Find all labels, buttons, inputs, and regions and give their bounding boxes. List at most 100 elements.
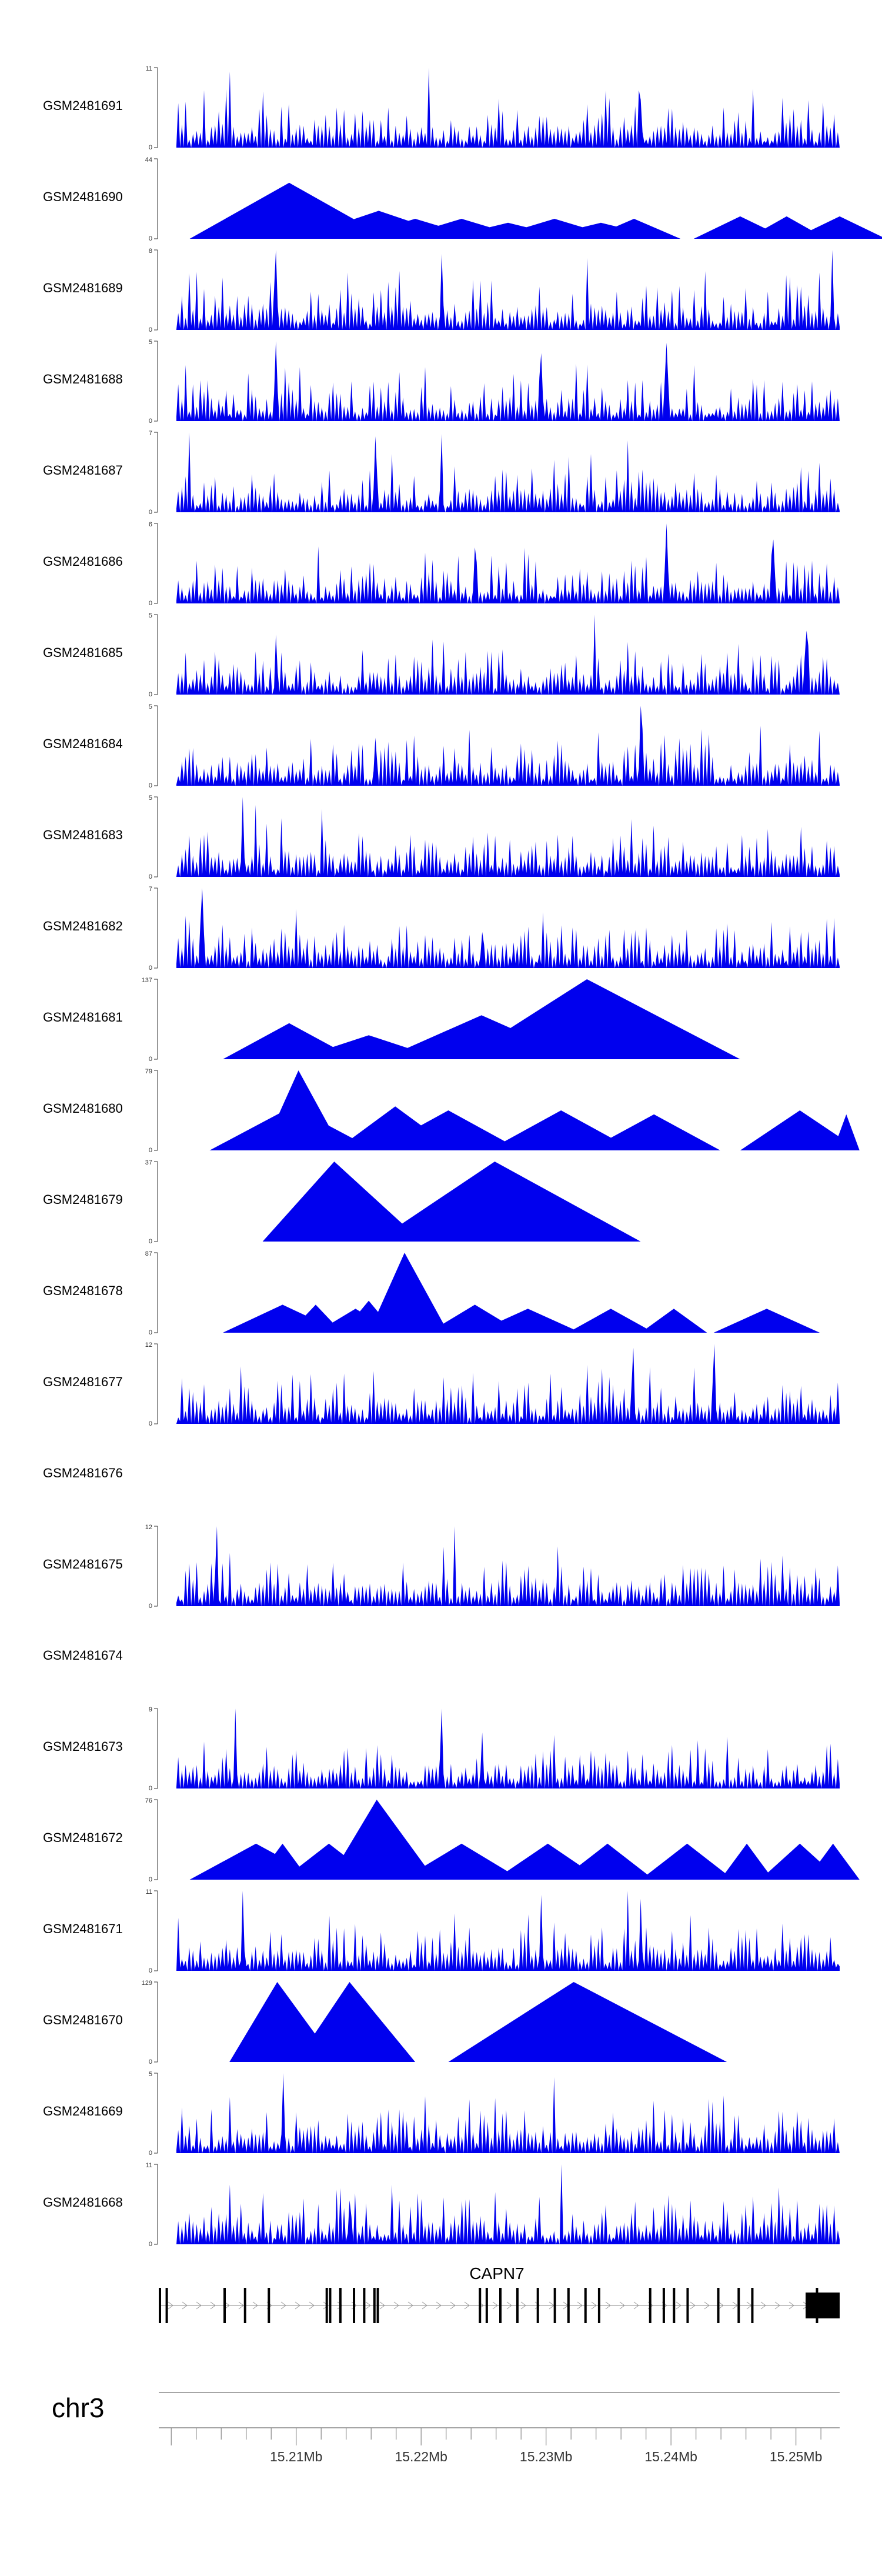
y-tick-label-max: 137 [142,977,152,984]
track-GSM2481679: GSM2481679 37 0 [43,1159,641,1245]
track-GSM2481668: GSM2481668 11 0 [43,2162,840,2248]
gene-model: CAPN7 [159,2264,840,2323]
y-tick-label-max: 5 [149,703,152,710]
exon [165,2288,168,2323]
exon [717,2288,720,2323]
strand-arrow [676,2301,681,2310]
exon [479,2288,482,2323]
y-tick-label-min: 0 [149,1420,152,1427]
coverage-area [176,1891,840,1971]
strand-arrow [422,2301,427,2310]
strand-arrow [718,2301,724,2310]
strand-arrow [506,2301,512,2310]
exon [339,2288,342,2323]
y-tick-label-max: 5 [149,2071,152,2078]
y-tick-label-max: 129 [142,1980,152,1987]
exon [597,2288,600,2323]
y-tick-label-max: 12 [145,1342,152,1349]
coverage-area [176,888,840,968]
track-label: GSM2481678 [43,1283,123,1298]
exon [818,2293,840,2318]
y-tick-label-max: 7 [149,886,152,893]
track-GSM2481669: GSM2481669 5 0 [43,2071,840,2157]
strand-arrow [577,2301,583,2310]
genome-axis: chr3 15.21Mb 15.22Mb 15.23Mb 15.24Mb 15.25Mb [52,2392,840,2464]
strand-arrow [760,2301,766,2310]
coverage-area [176,68,840,148]
exon [751,2288,754,2323]
strand-arrow [238,2301,244,2310]
track-label: GSM2481689 [43,281,123,295]
track-label: GSM2481679 [43,1192,123,1207]
coverage-area [176,523,840,603]
coverage-area [176,1526,840,1606]
y-tick-label-max: 9 [149,1706,152,1713]
track-label: GSM2481674 [43,1648,123,1663]
strand-arrow [379,2301,385,2310]
track-GSM2481675: GSM2481675 12 0 [43,1524,840,1610]
track-GSM2481681: GSM2481681 137 0 [43,977,740,1063]
strand-arrow [619,2301,625,2310]
x-tick-label: 15.21Mb [270,2449,323,2464]
track-label: GSM2481684 [43,736,123,751]
y-tick-label-max: 7 [149,430,152,437]
y-tick-label-min: 0 [149,873,152,880]
coverage-area [176,250,840,330]
strand-arrow [280,2301,286,2310]
track-GSM2481684: GSM2481684 5 0 [43,703,840,789]
exon [499,2288,502,2323]
exon [806,2293,819,2318]
exon [536,2288,539,2323]
y-tick-label-min: 0 [149,1967,152,1974]
y-tick-label-min: 0 [149,1238,152,1245]
strand-arrow [407,2301,413,2310]
strand-arrow [605,2301,611,2310]
exon [376,2288,379,2323]
track-label: GSM2481668 [43,2195,123,2210]
track-GSM2481686: GSM2481686 6 0 [43,521,840,607]
track-label: GSM2481683 [43,827,123,842]
track-GSM2481687: GSM2481687 7 0 [43,430,840,516]
exon [662,2288,665,2323]
coverage-area [176,341,840,421]
exon [353,2288,356,2323]
track-label: GSM2481686 [43,554,123,569]
coverage-tracks: GSM2481691110GSM2481690440GSM248168980GS… [43,65,882,2248]
y-tick-label-max: 5 [149,339,152,346]
strand-arrow [196,2301,202,2310]
y-tick-label-min: 0 [149,509,152,516]
track-GSM2481670: GSM2481670 129 0 [43,1980,727,2066]
y-tick-label-min: 0 [149,691,152,698]
coverage-area [209,1070,860,1150]
strand-arrow [450,2301,456,2310]
y-tick-label-min: 0 [149,1329,152,1336]
y-tick-label-max: 6 [149,521,152,528]
y-tick-label-min: 0 [149,235,152,242]
strand-arrow [520,2301,526,2310]
track-GSM2481678: GSM2481678 87 0 [43,1250,820,1336]
exon [268,2288,270,2323]
strand-arrow [774,2301,780,2310]
exon [363,2288,366,2323]
coverage-area [189,182,882,239]
y-tick-label-min: 0 [149,1876,152,1883]
strand-arrow [337,2301,343,2310]
x-tick-label: 15.24Mb [644,2449,697,2464]
exon [485,2288,488,2323]
strand-arrow [492,2301,498,2310]
exon [673,2288,676,2323]
coverage-area [189,1800,860,1880]
y-tick-label-min: 0 [149,1056,152,1063]
coverage-area [262,1162,641,1242]
track-GSM2481685: GSM2481685 5 0 [43,612,840,698]
track-GSM2481683: GSM2481683 5 0 [43,795,840,880]
strand-arrow [210,2301,216,2310]
coverage-area [176,1709,840,1788]
y-tick-label-max: 5 [149,612,152,619]
strand-arrow [436,2301,442,2310]
y-tick-label-min: 0 [149,418,152,425]
y-tick-label-min: 0 [149,1147,152,1154]
y-tick-label-min: 0 [149,600,152,607]
track-label: GSM2481670 [43,2013,123,2027]
